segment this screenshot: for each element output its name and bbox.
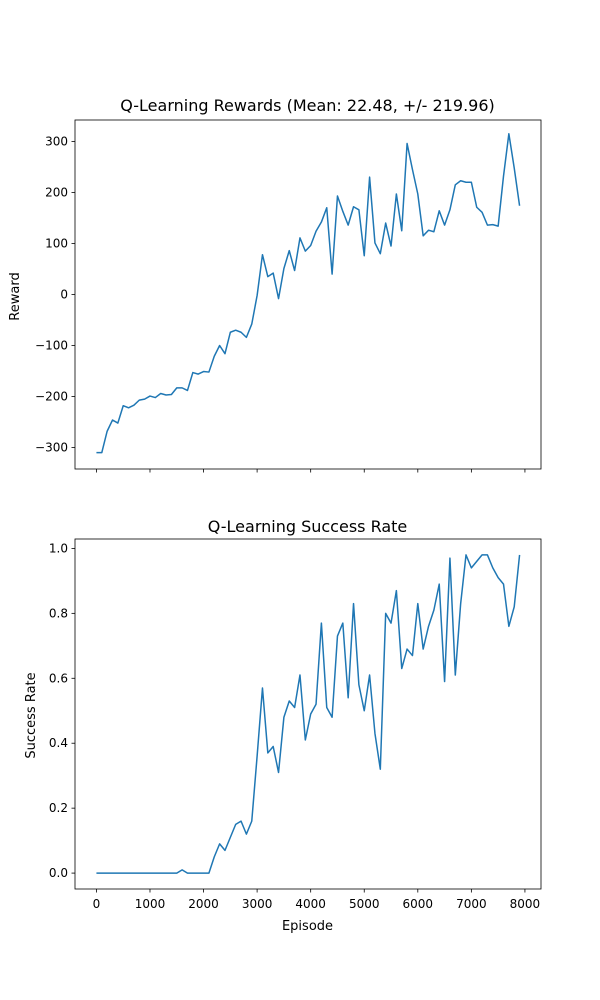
rewards-y-tick-label: −300 bbox=[35, 441, 68, 455]
success-y-axis-label: Success Rate bbox=[24, 672, 39, 758]
success-x-tick-label: 1000 bbox=[135, 897, 166, 911]
rewards-y-axis-label: Reward bbox=[8, 272, 23, 320]
rewards-axes-frame bbox=[74, 119, 542, 470]
rewards-y-tick-label: −200 bbox=[35, 390, 68, 404]
success-y-tick-label: 0.0 bbox=[49, 866, 68, 880]
success-x-tick-label: 0 bbox=[93, 897, 101, 911]
success-axes-frame bbox=[74, 538, 542, 890]
success-x-tick-label: 8000 bbox=[510, 897, 541, 911]
rewards-y-tick-label: 300 bbox=[45, 134, 68, 148]
rewards-y-tick-label: −100 bbox=[35, 339, 68, 353]
rewards-plot-area: −300 −200 −100 0 100 200 300 bbox=[35, 119, 542, 473]
success-y-tick-label: 0.6 bbox=[49, 671, 68, 685]
success-y-tick-label: 1.0 bbox=[49, 541, 68, 555]
rewards-chart-title: Q-Learning Rewards (Mean: 22.48, +/- 219… bbox=[120, 96, 495, 115]
success-x-tick-label: 2000 bbox=[188, 897, 219, 911]
success-x-tick-label: 7000 bbox=[456, 897, 487, 911]
success-plot-area: 0.0 0.2 0.4 0.6 0.8 1.0 0 1000 2000 3000 4000 5000 6… bbox=[49, 538, 542, 911]
x-axis-label: Episode bbox=[282, 919, 333, 934]
rewards-series-line bbox=[96, 133, 521, 454]
success-series-line bbox=[96, 554, 521, 874]
success-y-tick-label: 0.4 bbox=[49, 736, 68, 750]
rewards-y-tick-label: 100 bbox=[45, 236, 68, 250]
success-y-tick-label: 0.8 bbox=[49, 606, 68, 620]
success-x-tick-label: 5000 bbox=[349, 897, 380, 911]
rewards-chart: Q-Learning Rewards (Mean: 22.48, +/- 219… bbox=[8, 96, 542, 473]
success-x-tick-label: 4000 bbox=[295, 897, 326, 911]
rewards-y-tick-label: 0 bbox=[60, 288, 68, 302]
success-x-tick-label: 6000 bbox=[403, 897, 434, 911]
success-chart-title: Q-Learning Success Rate bbox=[208, 517, 408, 536]
success-x-tick-label: 3000 bbox=[242, 897, 273, 911]
success-y-tick-label: 0.2 bbox=[49, 801, 68, 815]
success-rate-chart: Q-Learning Success Rate Success Rate Epi… bbox=[24, 517, 542, 934]
rewards-y-tick-label: 200 bbox=[45, 185, 68, 199]
